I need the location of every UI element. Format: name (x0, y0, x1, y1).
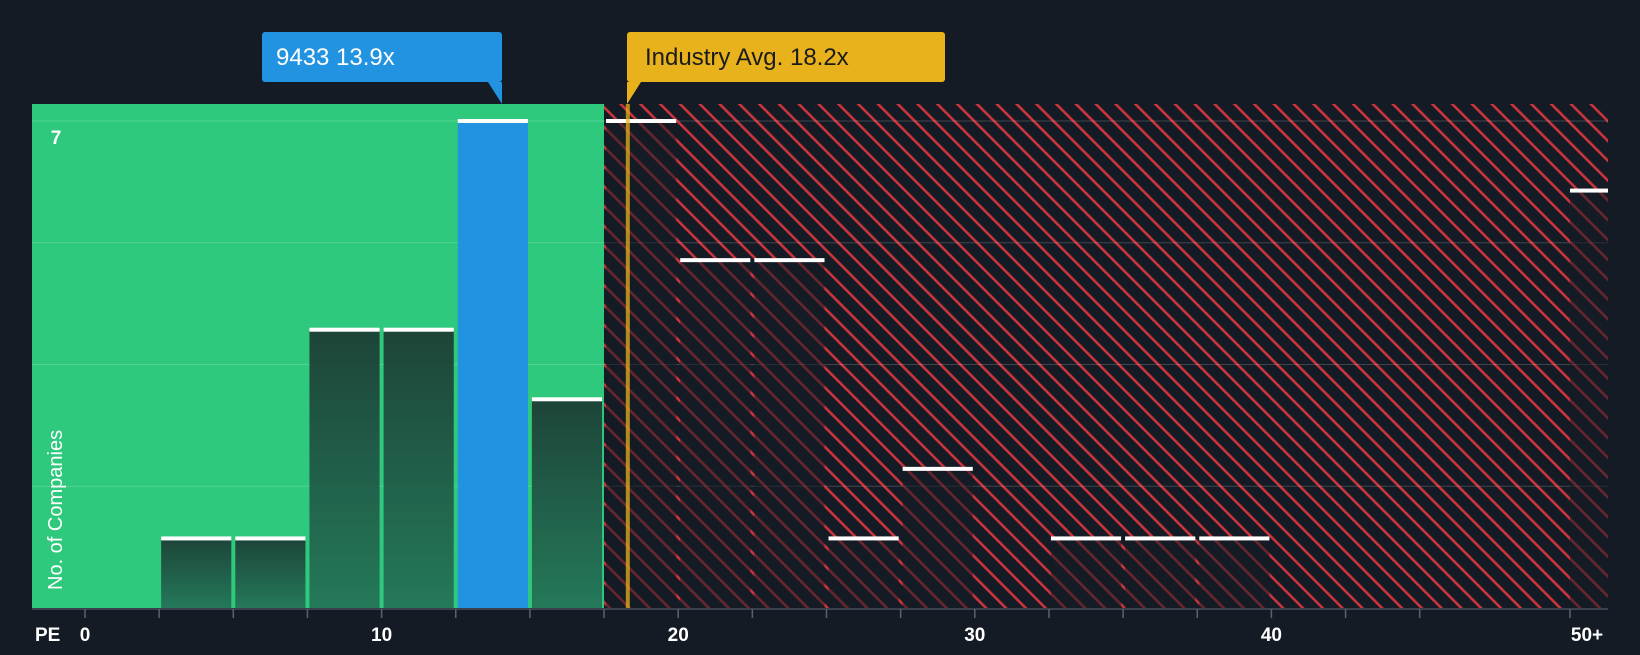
x-axis-label: PE (35, 625, 60, 646)
y-tick-label: 7 (51, 128, 62, 149)
bar-32.5 (1050, 538, 1122, 608)
bar-50-plus (1570, 190, 1608, 609)
bar-2.5 (161, 538, 232, 608)
bar-5 (235, 538, 306, 608)
x-tick-label: 40 (1261, 625, 1282, 646)
bar-cap (1199, 536, 1270, 541)
bar-37.5 (1199, 538, 1270, 608)
bar-cap (531, 397, 603, 402)
industry-callout-label: Industry Avg. 18.2x (645, 44, 849, 71)
y-axis-label: No. of Companies (45, 430, 67, 590)
bar-cap (606, 119, 677, 123)
bar-27.5 (902, 468, 973, 608)
industry-callout-box (627, 32, 945, 82)
bar-cap (161, 536, 232, 541)
bar-cap (828, 536, 899, 541)
bar-12.5 (457, 121, 528, 608)
x-tick-label: 0 (80, 625, 91, 646)
bar-cap (754, 258, 825, 263)
bar-cap (902, 466, 973, 471)
x-axis: 7 No. of Companies PE 0 10 20 30 40 50+ (32, 128, 1608, 646)
company-callout-label: 9433 13.9x (276, 44, 395, 71)
bar-cap (680, 258, 751, 263)
industry-avg-line (625, 104, 630, 608)
bar-cap (457, 119, 528, 123)
bar-25 (828, 538, 899, 608)
bar-15 (531, 399, 603, 608)
bars (161, 119, 1608, 609)
x-tick-label: 20 (668, 625, 689, 646)
bar-cap (383, 327, 454, 332)
bar-cap (235, 536, 306, 541)
x-tick-label: 30 (964, 625, 985, 646)
bar-22.5 (754, 260, 825, 608)
bar-17.5 (606, 121, 677, 608)
company-callout-pointer (488, 82, 502, 104)
bar-cap (1050, 536, 1122, 541)
company-callout-box (262, 32, 502, 82)
bar-20 (680, 260, 751, 608)
bar-cap (1570, 188, 1608, 193)
callouts: 9433 13.9x Industry Avg. 18.2x (262, 32, 945, 608)
x-tick-label: 10 (371, 625, 392, 646)
bar-cap (309, 327, 380, 332)
bar-35 (1125, 538, 1196, 608)
bar-cap (1125, 536, 1196, 541)
bar-10 (383, 329, 454, 608)
industry-callout-pointer (627, 82, 641, 104)
x-tick-label: 50+ (1571, 625, 1603, 646)
bar-7.5 (309, 329, 380, 608)
